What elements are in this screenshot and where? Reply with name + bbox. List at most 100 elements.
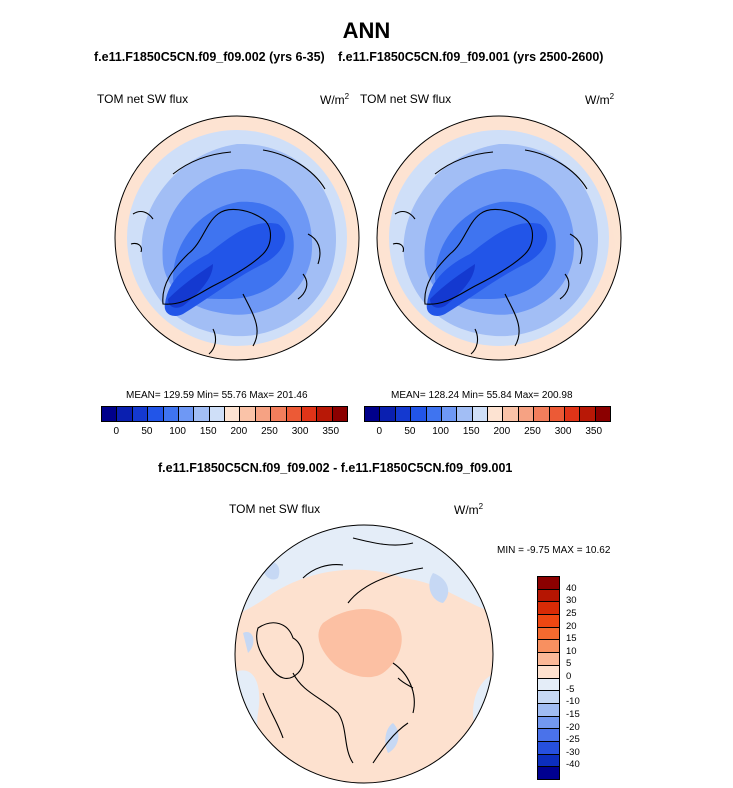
colorbar-tick-label: 50: [404, 426, 416, 437]
colorbar-swatch: [317, 407, 333, 421]
colorbar-swatch: [271, 407, 287, 421]
colorbar-swatch: [148, 407, 164, 421]
colorbar-tick-label: 150: [199, 426, 217, 437]
panel1-units: W/m2: [320, 92, 350, 107]
colorbar-swatch: [457, 407, 473, 421]
colorbar-swatch: [102, 407, 118, 421]
colorbar-swatch: [395, 407, 412, 421]
colorbar-swatch: [538, 653, 559, 666]
colorbar-tick-label: 200: [493, 426, 511, 437]
colorbar-tick-label: 20: [566, 620, 577, 632]
colorbar-tick-label: 350: [585, 426, 603, 437]
panel3-variable-label: TOM net SW flux: [229, 502, 321, 516]
colorbar-swatch: [538, 767, 559, 779]
colorbar-panel2-ticks: 0 50 100 150 200 250 300 350: [364, 426, 609, 440]
colorbar-swatch: [286, 407, 302, 421]
polar-map-panel1: [114, 115, 360, 361]
colorbar-tick-label: 5: [566, 658, 572, 670]
colorbar-tick-label: -25: [566, 734, 580, 746]
colorbar-swatch: [472, 407, 488, 421]
colorbar-tick-label: 0: [566, 671, 572, 682]
colorbar-swatch: [538, 640, 559, 654]
colorbar-swatch: [595, 407, 610, 421]
colorbar-swatch: [380, 407, 396, 421]
colorbar-swatch: [538, 716, 559, 730]
colorbar-panel1-ticks: 0 50 100 150 200 250 300 350: [101, 426, 346, 440]
panel2-units: W/m2: [585, 92, 615, 107]
colorbar-swatch: [538, 665, 559, 679]
colorbar-swatch: [194, 407, 210, 421]
colorbar-tick-label: 300: [554, 426, 572, 437]
colorbar-tick-label: 0: [113, 426, 120, 437]
colorbar-swatch: [209, 407, 225, 421]
colorbar-swatch: [488, 407, 504, 421]
colorbar-swatch: [365, 407, 381, 421]
colorbar-swatch: [117, 407, 133, 421]
colorbar-swatch: [163, 407, 179, 421]
colorbar-tick-label: 150: [462, 426, 480, 437]
colorbar-swatch: [538, 615, 559, 628]
panel2-variable-label: TOM net SW flux: [360, 92, 452, 106]
colorbar-swatch: [538, 577, 559, 590]
colorbar-tick-label: 25: [566, 607, 577, 619]
colorbar-tick-label: 0: [376, 426, 383, 437]
colorbar-swatch: [538, 589, 559, 603]
colorbar-swatch: [538, 754, 559, 768]
colorbar-difference-ticks: 40 30 25 20 15 10 5 0 -5 -10 -15 -20 -25 -30 -40: [566, 576, 596, 778]
colorbar-swatch: [240, 407, 256, 421]
colorbar-swatch: [538, 703, 559, 717]
colorbar-swatch: [580, 407, 596, 421]
colorbar-tick-label: -40: [566, 759, 580, 771]
panel1-title: f.e11.F1850C5CN.f09_f09.002 (yrs 6-35): [94, 50, 325, 64]
colorbar-swatch: [538, 627, 559, 641]
colorbar-tick-label: 30: [566, 595, 577, 607]
colorbar-swatch: [538, 741, 559, 755]
colorbar-tick-label: 15: [566, 633, 577, 645]
panel2-stats: MEAN= 128.24 Min= 55.84 Max= 200.98: [391, 390, 573, 401]
colorbar-swatch: [441, 407, 458, 421]
panel3-stats: MIN = -9.75 MAX = 10.62: [497, 545, 611, 556]
colorbar-tick-label: 350: [322, 426, 340, 437]
colorbar-swatch: [538, 691, 559, 704]
colorbar-tick-label: -30: [566, 746, 580, 758]
colorbar-tick-label: 100: [432, 426, 449, 437]
polar-map-panel2: [376, 115, 622, 361]
colorbar-swatch: [225, 407, 241, 421]
colorbar-swatch: [549, 407, 565, 421]
panel2-title: f.e11.F1850C5CN.f09_f09.001 (yrs 2500-26…: [338, 50, 604, 64]
colorbar-tick-label: 250: [524, 426, 541, 437]
colorbar-swatch: [178, 407, 195, 421]
colorbar-swatch: [255, 407, 272, 421]
colorbar-tick-label: 50: [141, 426, 153, 437]
colorbar-swatch: [301, 407, 318, 421]
colorbar-swatch: [538, 678, 559, 692]
colorbar-swatch: [132, 407, 149, 421]
colorbar-tick-label: 10: [566, 645, 577, 657]
colorbar-difference: [537, 576, 560, 780]
panel3-units: W/m2: [454, 502, 484, 517]
colorbar-panel1: [101, 406, 348, 422]
colorbar-panel2: [364, 406, 611, 422]
colorbar-swatch: [538, 729, 559, 742]
colorbar-tick-label: 40: [566, 582, 577, 594]
colorbar-tick-label: -10: [566, 696, 580, 708]
colorbar-swatch: [426, 407, 442, 421]
colorbar-tick-label: -5: [566, 683, 575, 695]
colorbar-swatch: [518, 407, 535, 421]
colorbar-swatch: [332, 407, 347, 421]
colorbar-swatch: [538, 602, 559, 616]
colorbar-tick-label: 200: [230, 426, 248, 437]
panel1-variable-label: TOM net SW flux: [97, 92, 189, 106]
colorbar-tick-label: -15: [566, 708, 580, 720]
colorbar-swatch: [534, 407, 550, 421]
colorbar-tick-label: 100: [169, 426, 186, 437]
colorbar-swatch: [503, 407, 519, 421]
polar-map-difference: [234, 524, 494, 784]
colorbar-swatch: [411, 407, 427, 421]
colorbar-tick-label: -20: [566, 721, 580, 733]
colorbar-swatch: [564, 407, 581, 421]
colorbar-tick-label: 250: [261, 426, 278, 437]
panel1-stats: MEAN= 129.59 Min= 55.76 Max= 201.46: [126, 390, 308, 401]
difference-title: f.e11.F1850C5CN.f09_f09.002 - f.e11.F185…: [158, 461, 513, 475]
figure-title: ANN: [342, 18, 391, 43]
